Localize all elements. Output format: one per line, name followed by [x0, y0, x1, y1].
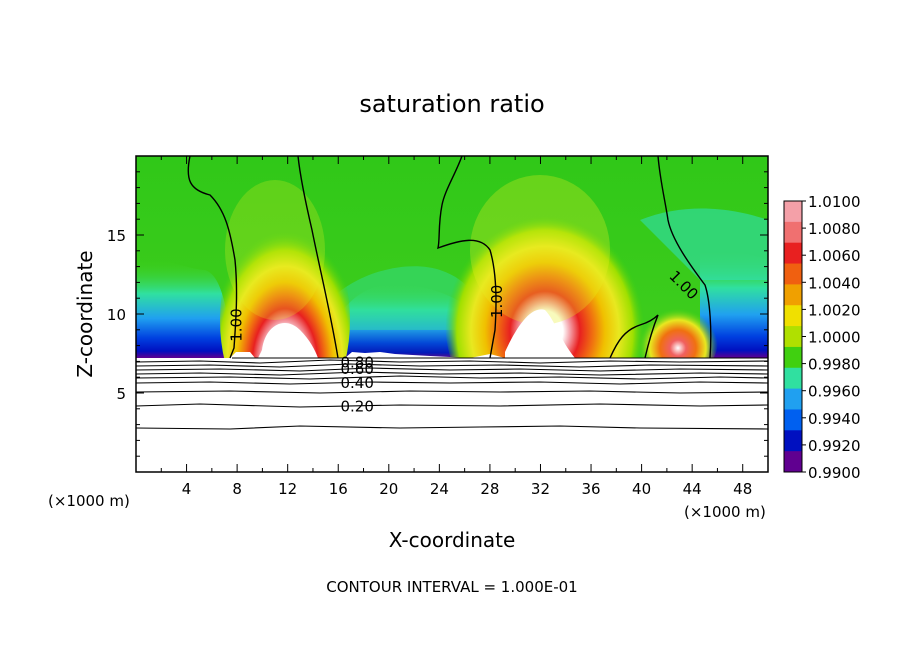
x-tick-label: 20 [379, 480, 398, 498]
colorbar-label: 1.0080 [808, 220, 861, 238]
subcloud-contour-lines [136, 359, 768, 430]
contour-line-3 [136, 367, 768, 372]
x-tick-label: 8 [232, 480, 242, 498]
x-tick-label: 36 [581, 480, 600, 498]
colorbar-swatch [784, 284, 802, 306]
colorbar-swatch [784, 367, 802, 390]
contour-label: 1.00 [488, 285, 506, 318]
dry-band-left [136, 258, 232, 358]
x-tick-label: 40 [632, 480, 651, 498]
colorbar-label: 0.9960 [808, 383, 861, 401]
colorbar-swatch [784, 221, 802, 244]
unity-contour-2 [297, 156, 339, 359]
contour-label: 1.00 [228, 308, 246, 341]
colorbar-label: 1.0040 [808, 274, 861, 292]
subcloud-region [136, 352, 768, 472]
contour-label: 0.40 [340, 374, 373, 392]
contour-label: 0.80 [340, 353, 373, 371]
contour-line-8 [136, 403, 768, 408]
x-tick-label: 28 [480, 480, 499, 498]
colorbar-swatch [784, 451, 802, 473]
colorbar-swatch [784, 388, 802, 410]
colorbar-label: 0.9920 [808, 437, 861, 455]
unity-contour-3 [437, 156, 497, 359]
colorbar-label: 1.0060 [808, 247, 861, 265]
unity-contours [187, 156, 712, 359]
y-tick-label: 15 [107, 227, 126, 245]
colorbar-label: 1.0100 [808, 193, 861, 211]
y-axis-label: Z-coordinate [73, 250, 97, 377]
yellow-halo-center [470, 175, 610, 325]
yellow-halo-left [225, 180, 325, 320]
colorbar-swatch [784, 201, 802, 223]
contour-line-6 [136, 381, 768, 385]
x-tick-label: 48 [733, 480, 752, 498]
y-tick-label: 5 [116, 385, 126, 403]
colorbar-label: 1.0020 [808, 301, 861, 319]
colorbar-label: 0.9980 [808, 356, 861, 374]
x-tick-label: 24 [430, 480, 449, 498]
x-tick-label: 32 [531, 480, 550, 498]
colorbar-swatch [784, 305, 802, 327]
x-tick-label: 4 [182, 480, 192, 498]
unity-contour-1 [187, 156, 238, 359]
contour-label: 0.60 [340, 360, 373, 378]
colorbar-label: 0.9940 [808, 410, 861, 428]
x-tick-label: 44 [683, 480, 702, 498]
x-tick-label: 16 [329, 480, 348, 498]
x-axis-label: X-coordinate [389, 528, 516, 552]
white-core-left [258, 322, 318, 358]
colorbar-label: 0.9900 [808, 464, 861, 482]
chart-title: saturation ratio [359, 90, 544, 118]
contour-line-7 [136, 390, 768, 394]
unity-contour-4 [657, 156, 712, 359]
teal-right-upper [640, 208, 768, 280]
contour-line-2 [136, 363, 768, 368]
colorbar-swatch [784, 409, 802, 431]
contour-interval-note: CONTOUR INTERVAL = 1.000E-01 [326, 578, 577, 596]
colorbar-swatch [784, 346, 802, 369]
white-core-center [505, 309, 575, 358]
colorbar: 1.0100 1.0080 1.0060 1.0040 1.0020 1.0000 0.99… [783, 193, 861, 482]
contour-line-5 [136, 375, 768, 380]
colorbar-swatch [784, 326, 802, 348]
colorbar-swatch [784, 263, 802, 285]
x-unit-left: (×1000 m) [48, 492, 130, 510]
colorbar-label: 1.0000 [808, 329, 861, 347]
x-unit-right: (×1000 m) [684, 503, 766, 521]
y-tick-label: 10 [107, 306, 126, 324]
plot-field: 1.001.00 1.000.800.600.400.20 [136, 156, 768, 472]
x-tick-label: 12 [278, 480, 297, 498]
contour-line-4 [136, 371, 768, 376]
contour-line-1 [136, 359, 768, 364]
contour-line-9 [136, 425, 768, 430]
colorbar-swatch [784, 430, 802, 452]
colorbar-swatch [784, 242, 802, 265]
unity-contour-5 [609, 314, 659, 359]
contour-label: 0.20 [340, 398, 373, 416]
